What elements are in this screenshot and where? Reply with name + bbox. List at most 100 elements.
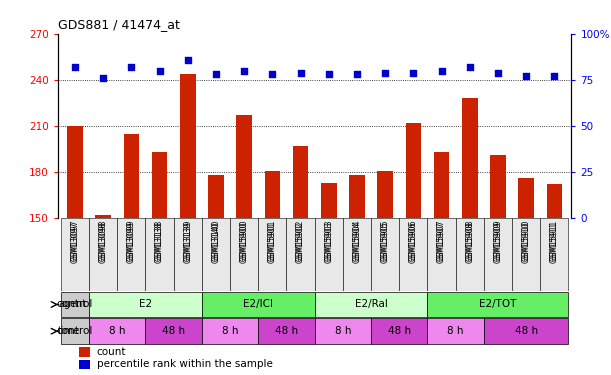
Bar bbox=[315, 218, 343, 291]
Text: 48 h: 48 h bbox=[388, 326, 411, 336]
Bar bbox=[315, 292, 428, 317]
Bar bbox=[378, 171, 393, 218]
Point bbox=[437, 68, 447, 74]
Text: GSM13138: GSM13138 bbox=[155, 222, 164, 263]
Text: GSM15906: GSM15906 bbox=[409, 222, 418, 263]
Point bbox=[352, 71, 362, 77]
Text: GSM13140: GSM13140 bbox=[211, 222, 221, 263]
Bar bbox=[174, 218, 202, 291]
Point bbox=[493, 69, 503, 75]
Text: 48 h: 48 h bbox=[162, 326, 185, 336]
Bar bbox=[180, 74, 196, 218]
Text: 48 h: 48 h bbox=[275, 326, 298, 336]
Bar bbox=[434, 152, 449, 218]
Bar bbox=[89, 318, 145, 344]
Bar bbox=[61, 292, 89, 317]
Bar bbox=[428, 318, 484, 344]
Bar bbox=[258, 218, 287, 291]
Bar bbox=[428, 292, 568, 317]
Text: 8 h: 8 h bbox=[335, 326, 351, 336]
Text: GSM15911: GSM15911 bbox=[550, 220, 559, 261]
Bar bbox=[117, 218, 145, 291]
Text: GSM15911: GSM15911 bbox=[550, 222, 559, 263]
Text: GSM15907: GSM15907 bbox=[437, 222, 446, 263]
Bar bbox=[79, 347, 90, 357]
Text: 8 h: 8 h bbox=[222, 326, 238, 336]
Bar bbox=[258, 318, 315, 344]
Point bbox=[521, 73, 531, 79]
Text: GSM13097: GSM13097 bbox=[70, 220, 79, 261]
Text: GSM13139: GSM13139 bbox=[183, 222, 192, 263]
Bar bbox=[349, 175, 365, 218]
Bar bbox=[484, 318, 568, 344]
Text: GSM15905: GSM15905 bbox=[381, 222, 390, 263]
Text: E2: E2 bbox=[139, 300, 152, 309]
Bar bbox=[265, 171, 280, 218]
Bar bbox=[236, 115, 252, 218]
Bar bbox=[61, 218, 89, 291]
Text: GSM15907: GSM15907 bbox=[437, 220, 446, 261]
Bar bbox=[145, 318, 202, 344]
Text: GSM15901: GSM15901 bbox=[268, 222, 277, 263]
Text: GSM13140: GSM13140 bbox=[211, 220, 221, 261]
Bar bbox=[67, 126, 82, 218]
Text: count: count bbox=[97, 347, 126, 357]
Text: GSM15904: GSM15904 bbox=[353, 222, 362, 263]
Text: 8 h: 8 h bbox=[447, 326, 464, 336]
Text: GSM15908: GSM15908 bbox=[465, 222, 474, 263]
Bar bbox=[540, 218, 568, 291]
Bar bbox=[490, 155, 506, 218]
Point bbox=[324, 71, 334, 77]
Text: GSM13099: GSM13099 bbox=[127, 222, 136, 263]
Bar bbox=[61, 318, 89, 344]
Bar bbox=[95, 215, 111, 218]
Bar bbox=[293, 146, 309, 218]
Point bbox=[465, 64, 475, 70]
Text: 8 h: 8 h bbox=[109, 326, 125, 336]
Point bbox=[155, 68, 164, 74]
Text: GSM13099: GSM13099 bbox=[127, 220, 136, 261]
Bar bbox=[315, 318, 371, 344]
Bar bbox=[456, 218, 484, 291]
Point bbox=[183, 57, 192, 63]
Bar bbox=[208, 175, 224, 218]
Text: GSM15908: GSM15908 bbox=[465, 220, 474, 261]
Bar bbox=[518, 178, 534, 218]
Point bbox=[240, 68, 249, 74]
Text: control: control bbox=[57, 326, 93, 336]
Bar bbox=[484, 218, 512, 291]
Text: GDS881 / 41474_at: GDS881 / 41474_at bbox=[58, 18, 180, 31]
Bar bbox=[512, 218, 540, 291]
Bar bbox=[79, 360, 90, 369]
Text: GSM15900: GSM15900 bbox=[240, 220, 249, 261]
Point bbox=[296, 69, 306, 75]
Text: GSM13098: GSM13098 bbox=[98, 222, 108, 263]
Bar bbox=[321, 183, 337, 218]
Text: GSM15903: GSM15903 bbox=[324, 220, 333, 261]
Text: E2/Ral: E2/Ral bbox=[354, 300, 387, 309]
Bar bbox=[371, 218, 399, 291]
Text: GSM15906: GSM15906 bbox=[409, 220, 418, 261]
Bar bbox=[406, 123, 421, 218]
Text: E2/ICI: E2/ICI bbox=[243, 300, 273, 309]
Text: GSM13097: GSM13097 bbox=[70, 222, 79, 263]
Point bbox=[126, 64, 136, 70]
Bar bbox=[547, 184, 562, 218]
Text: GSM15901: GSM15901 bbox=[268, 220, 277, 261]
Text: GSM13138: GSM13138 bbox=[155, 220, 164, 261]
Text: GSM15909: GSM15909 bbox=[494, 222, 502, 263]
Text: GSM15900: GSM15900 bbox=[240, 222, 249, 263]
Bar bbox=[202, 292, 315, 317]
Point bbox=[409, 69, 419, 75]
Text: GSM15905: GSM15905 bbox=[381, 220, 390, 261]
Bar bbox=[399, 218, 428, 291]
Bar bbox=[428, 218, 456, 291]
Text: E2/TOT: E2/TOT bbox=[479, 300, 517, 309]
Text: GSM15902: GSM15902 bbox=[296, 222, 305, 263]
Point bbox=[268, 71, 277, 77]
Text: control: control bbox=[57, 300, 93, 309]
Point bbox=[70, 64, 80, 70]
Text: GSM15904: GSM15904 bbox=[353, 220, 362, 261]
Point bbox=[211, 71, 221, 77]
Text: GSM15903: GSM15903 bbox=[324, 222, 333, 263]
